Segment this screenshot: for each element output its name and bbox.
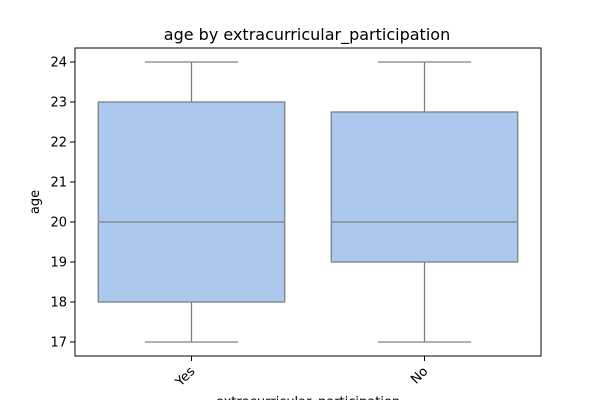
boxes-layer — [97, 61, 519, 343]
iqr-box — [97, 101, 286, 303]
y-tick-label: 23 — [50, 96, 67, 111]
plot-frame — [74, 47, 542, 357]
y-axis-label: age — [28, 190, 43, 214]
x-tick-label-yes: Yes — [172, 364, 198, 390]
x-axis-ticks: Yes No — [172, 356, 431, 390]
y-tick-label: 20 — [50, 216, 67, 231]
x-axis-label: extracurricular_participation — [216, 395, 400, 400]
y-tick-label: 19 — [50, 256, 67, 271]
y-tick-label: 21 — [50, 176, 67, 191]
iqr-box — [330, 111, 519, 263]
x-tick-label-no: No — [408, 364, 431, 387]
y-tick-label: 18 — [50, 296, 67, 311]
y-tick-label: 17 — [50, 336, 67, 351]
y-tick-label: 24 — [50, 56, 67, 71]
plot-area: 17 18 19 20 21 22 23 24 Yes No — [50, 47, 542, 390]
box-no — [330, 61, 519, 343]
y-tick-label: 22 — [50, 136, 67, 151]
y-axis-ticks: 17 18 19 20 21 22 23 24 — [50, 56, 75, 351]
box-yes — [97, 61, 286, 343]
chart-title: age by extracurricular_participation — [164, 25, 450, 45]
